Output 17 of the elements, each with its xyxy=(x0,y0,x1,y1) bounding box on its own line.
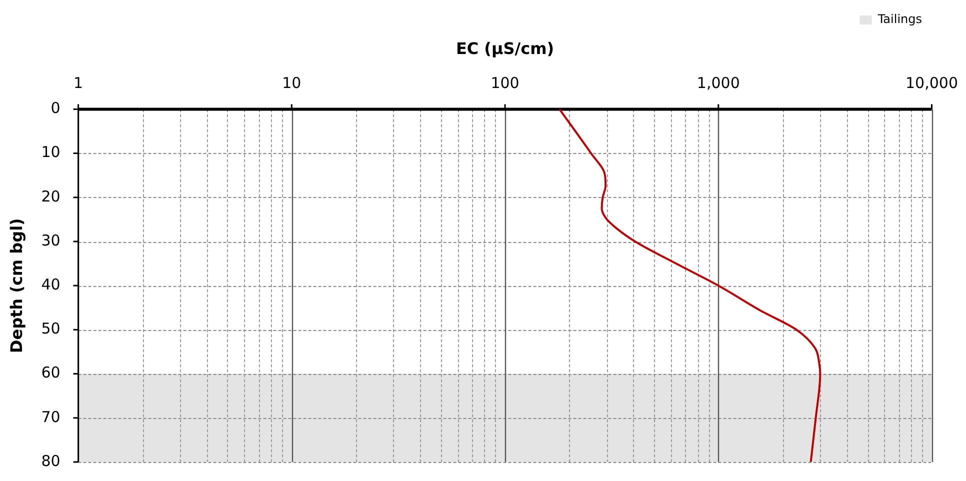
y-tick-label: 80 xyxy=(41,452,60,470)
x-axis-title: EC (µS/cm) xyxy=(456,38,554,58)
y-tick-label: 70 xyxy=(41,408,60,426)
x-tick-label: 1 xyxy=(74,74,84,92)
y-tick-label: 20 xyxy=(41,187,60,206)
x-tick-label: 10 xyxy=(282,74,302,92)
x-tick-label: 100 xyxy=(490,74,520,92)
y-tick-label: 30 xyxy=(41,231,60,250)
y-tick-label: 10 xyxy=(41,143,60,162)
y-tick-label: 50 xyxy=(41,320,60,338)
y-tick-label: 0 xyxy=(50,99,60,118)
y-axis-title: Depth (cm bgl) xyxy=(6,218,26,354)
y-tick-label: 40 xyxy=(41,275,60,294)
y-tick-label: 60 xyxy=(41,364,60,382)
x-tick-label: 10,000 xyxy=(906,74,958,92)
x-tick-label: 1,000 xyxy=(696,74,740,92)
legend-label: Tailings xyxy=(876,12,922,26)
